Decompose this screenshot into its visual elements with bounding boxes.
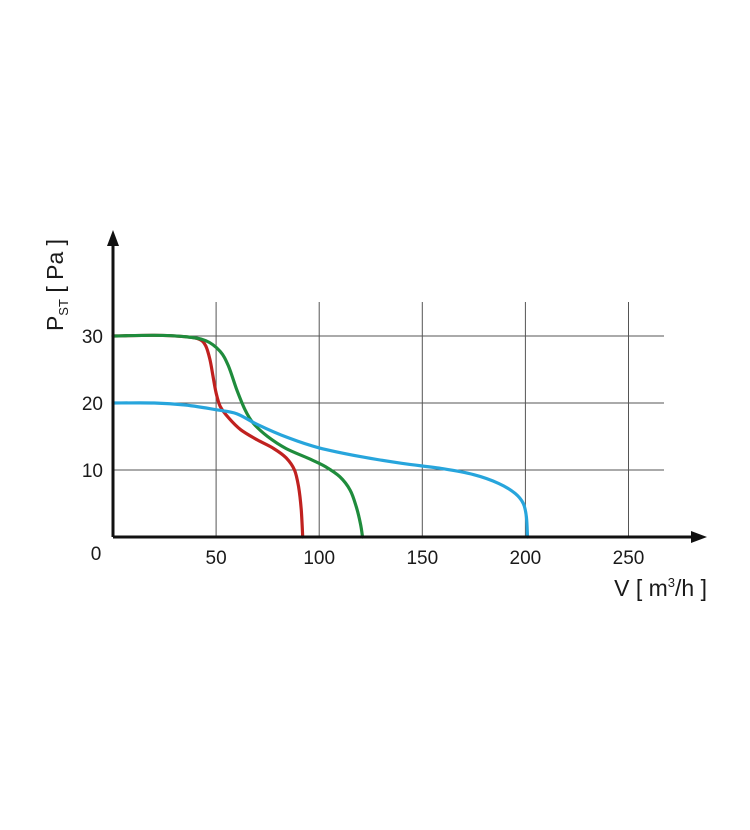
y-tick-label-30: 30 xyxy=(82,327,103,348)
x-tick-label-250: 250 xyxy=(613,548,645,569)
x-tick-label-50: 50 xyxy=(206,548,227,569)
y-axis-title: PST [ Pa ] xyxy=(42,239,71,331)
x-tick-label-200: 200 xyxy=(510,548,542,569)
x-tick-label-150: 150 xyxy=(406,548,438,569)
series-line-2 xyxy=(111,333,365,539)
grid xyxy=(113,302,664,537)
series-line-3 xyxy=(111,401,530,539)
y-axis-arrow xyxy=(107,230,119,246)
x-axis-arrow xyxy=(691,531,707,543)
y-tick-label-20: 20 xyxy=(82,394,103,415)
origin-label: 0 xyxy=(91,544,102,565)
tick-labels: 50 100 150 200 250 10 20 30 xyxy=(82,327,644,569)
curves xyxy=(111,333,530,539)
x-tick-label-100: 100 xyxy=(303,548,335,569)
series-line-1 xyxy=(111,333,305,539)
y-tick-label-10: 10 xyxy=(82,461,103,482)
axes xyxy=(107,230,707,543)
x-axis-title: V [ m3/h ] xyxy=(614,575,707,601)
